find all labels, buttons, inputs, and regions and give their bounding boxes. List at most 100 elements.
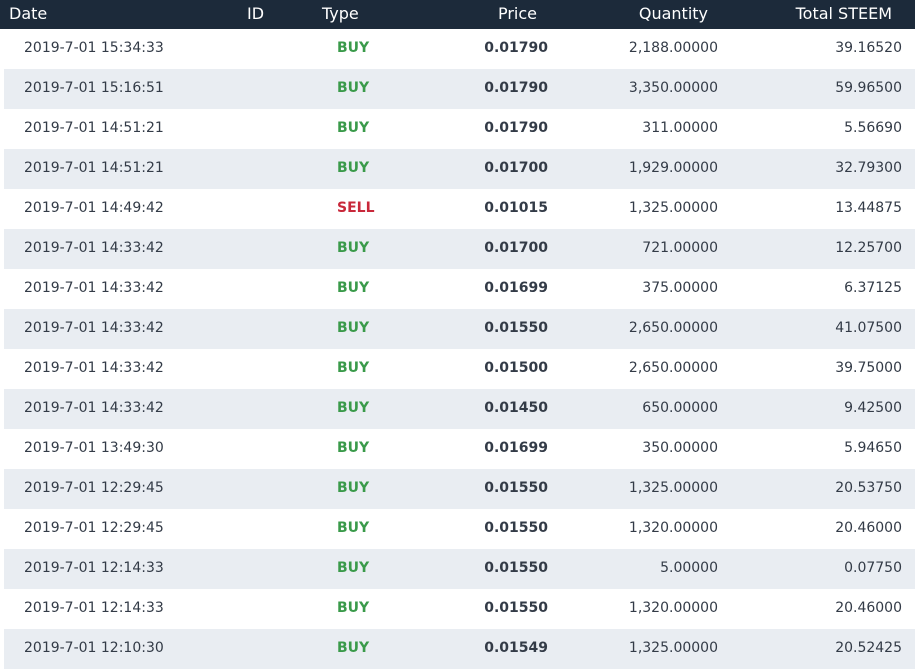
- column-header-date[interactable]: Date: [9, 4, 48, 23]
- cell-date: 2019-7-01 14:51:21: [24, 160, 164, 176]
- cell-date: 2019-7-01 15:16:51: [24, 80, 164, 96]
- cell-date: 2019-7-01 12:10:30: [24, 640, 164, 656]
- table-row: 2019-7-01 15:34:33 BUY 0.01790 2,188.00000 3…: [4, 29, 915, 69]
- cell-total: 39.75000: [835, 360, 902, 376]
- cell-quantity: 1,325.00000: [628, 640, 718, 656]
- cell-total: 20.46000: [835, 520, 902, 536]
- cell-date: 2019-7-01 12:14:33: [24, 600, 164, 616]
- cell-type: BUY: [337, 320, 370, 336]
- cell-quantity: 2,188.00000: [628, 40, 718, 56]
- cell-date: 2019-7-01 12:29:45: [24, 520, 164, 536]
- cell-type: BUY: [337, 440, 370, 456]
- cell-total: 20.52425: [835, 640, 902, 656]
- cell-type: BUY: [337, 80, 370, 96]
- cell-total: 12.25700: [835, 240, 902, 256]
- cell-quantity: 3,350.00000: [628, 80, 718, 96]
- cell-date: 2019-7-01 14:33:42: [24, 360, 164, 376]
- cell-date: 2019-7-01 14:49:42: [24, 200, 164, 216]
- cell-price: 0.01700: [484, 240, 548, 256]
- cell-price: 0.01549: [484, 640, 548, 656]
- cell-price: 0.01500: [484, 360, 548, 376]
- cell-price: 0.01550: [484, 600, 548, 616]
- cell-total: 9.42500: [844, 400, 902, 416]
- table-row: 2019-7-01 12:29:45 BUY 0.01550 1,325.00000 2…: [4, 469, 915, 509]
- cell-quantity: 721.00000: [642, 240, 718, 256]
- cell-quantity: 5.00000: [660, 560, 718, 576]
- cell-date: 2019-7-01 12:29:45: [24, 480, 164, 496]
- cell-date: 2019-7-01 14:33:42: [24, 320, 164, 336]
- table-row: 2019-7-01 14:33:42 BUY 0.01699 375.00000 6.3…: [4, 269, 915, 309]
- cell-price: 0.01790: [484, 40, 548, 56]
- cell-date: 2019-7-01 13:49:30: [24, 440, 164, 456]
- table-row: 2019-7-01 14:33:42 BUY 0.01550 2,650.00000 4…: [4, 309, 915, 349]
- column-header-id[interactable]: ID: [247, 4, 265, 23]
- cell-type: BUY: [337, 520, 370, 536]
- table-row: 2019-7-01 12:10:30 BUY 0.01549 1,325.00000 2…: [4, 629, 915, 669]
- cell-price: 0.01015: [484, 200, 548, 216]
- cell-price: 0.01699: [484, 280, 548, 296]
- column-header-quantity[interactable]: Quantity: [638, 4, 708, 23]
- cell-price: 0.01699: [484, 440, 548, 456]
- table-row: 2019-7-01 14:51:21 BUY 0.01790 311.00000 5.5…: [4, 109, 915, 149]
- cell-quantity: 2,650.00000: [628, 320, 718, 336]
- cell-type: BUY: [337, 160, 370, 176]
- cell-date: 2019-7-01 14:33:42: [24, 280, 164, 296]
- table-header: Date ID Type Price Quantity Total STEEM: [0, 0, 915, 29]
- cell-quantity: 1,320.00000: [628, 520, 718, 536]
- column-header-price[interactable]: Price: [497, 4, 537, 23]
- cell-total: 5.56690: [844, 120, 902, 136]
- cell-date: 2019-7-01 14:33:42: [24, 240, 164, 256]
- cell-total: 5.94650: [844, 440, 902, 456]
- table-row: 2019-7-01 14:33:42 BUY 0.01500 2,650.00000 3…: [4, 349, 915, 389]
- cell-date: 2019-7-01 14:33:42: [24, 400, 164, 416]
- cell-type: BUY: [337, 120, 370, 136]
- table-row: 2019-7-01 12:14:33 BUY 0.01550 1,320.00000 2…: [4, 589, 915, 629]
- table-row: 2019-7-01 12:29:45 BUY 0.01550 1,320.00000 2…: [4, 509, 915, 549]
- cell-quantity: 1,325.00000: [628, 200, 718, 216]
- cell-quantity: 1,929.00000: [628, 160, 718, 176]
- cell-type: BUY: [337, 240, 370, 256]
- cell-type: BUY: [337, 480, 370, 496]
- cell-quantity: 1,320.00000: [628, 600, 718, 616]
- table-row: 2019-7-01 13:49:30 BUY 0.01699 350.00000 5.9…: [4, 429, 915, 469]
- cell-total: 6.37125: [844, 280, 902, 296]
- cell-date: 2019-7-01 15:34:33: [24, 40, 164, 56]
- cell-date: 2019-7-01 14:51:21: [24, 120, 164, 136]
- table-row: 2019-7-01 14:51:21 BUY 0.01700 1,929.00000 3…: [4, 149, 915, 189]
- cell-total: 20.46000: [835, 600, 902, 616]
- cell-total: 0.07750: [844, 560, 902, 576]
- cell-type: BUY: [337, 40, 370, 56]
- cell-price: 0.01450: [484, 400, 548, 416]
- cell-total: 39.16520: [835, 40, 902, 56]
- cell-total: 59.96500: [835, 80, 902, 96]
- cell-price: 0.01550: [484, 320, 548, 336]
- cell-price: 0.01700: [484, 160, 548, 176]
- cell-total: 41.07500: [835, 320, 902, 336]
- cell-price: 0.01550: [484, 560, 548, 576]
- table-body: 2019-7-01 15:34:33 BUY 0.01790 2,188.00000 3…: [0, 29, 915, 669]
- cell-total: 20.53750: [835, 480, 902, 496]
- column-header-total[interactable]: Total STEEM: [795, 4, 892, 23]
- table-row: 2019-7-01 12:14:33 BUY 0.01550 5.00000 0.077…: [4, 549, 915, 589]
- cell-price: 0.01550: [484, 520, 548, 536]
- column-header-type[interactable]: Type: [322, 4, 359, 23]
- cell-type: BUY: [337, 400, 370, 416]
- table-row: 2019-7-01 14:33:42 BUY 0.01700 721.00000 12.…: [4, 229, 915, 269]
- cell-type: BUY: [337, 600, 370, 616]
- table-row: 2019-7-01 14:49:42 SELL 0.01015 1,325.00000…: [4, 189, 915, 229]
- cell-price: 0.01550: [484, 480, 548, 496]
- cell-type: BUY: [337, 560, 370, 576]
- cell-quantity: 1,325.00000: [628, 480, 718, 496]
- cell-total: 13.44875: [835, 200, 902, 216]
- table-row: 2019-7-01 15:16:51 BUY 0.01790 3,350.00000 5…: [4, 69, 915, 109]
- cell-type: BUY: [337, 280, 370, 296]
- table-row: 2019-7-01 14:33:42 BUY 0.01450 650.00000 9.4…: [4, 389, 915, 429]
- cell-quantity: 350.00000: [642, 440, 718, 456]
- cell-quantity: 650.00000: [642, 400, 718, 416]
- cell-quantity: 375.00000: [642, 280, 718, 296]
- cell-total: 32.79300: [835, 160, 902, 176]
- cell-price: 0.01790: [484, 80, 548, 96]
- cell-type: BUY: [337, 640, 370, 656]
- cell-quantity: 2,650.00000: [628, 360, 718, 376]
